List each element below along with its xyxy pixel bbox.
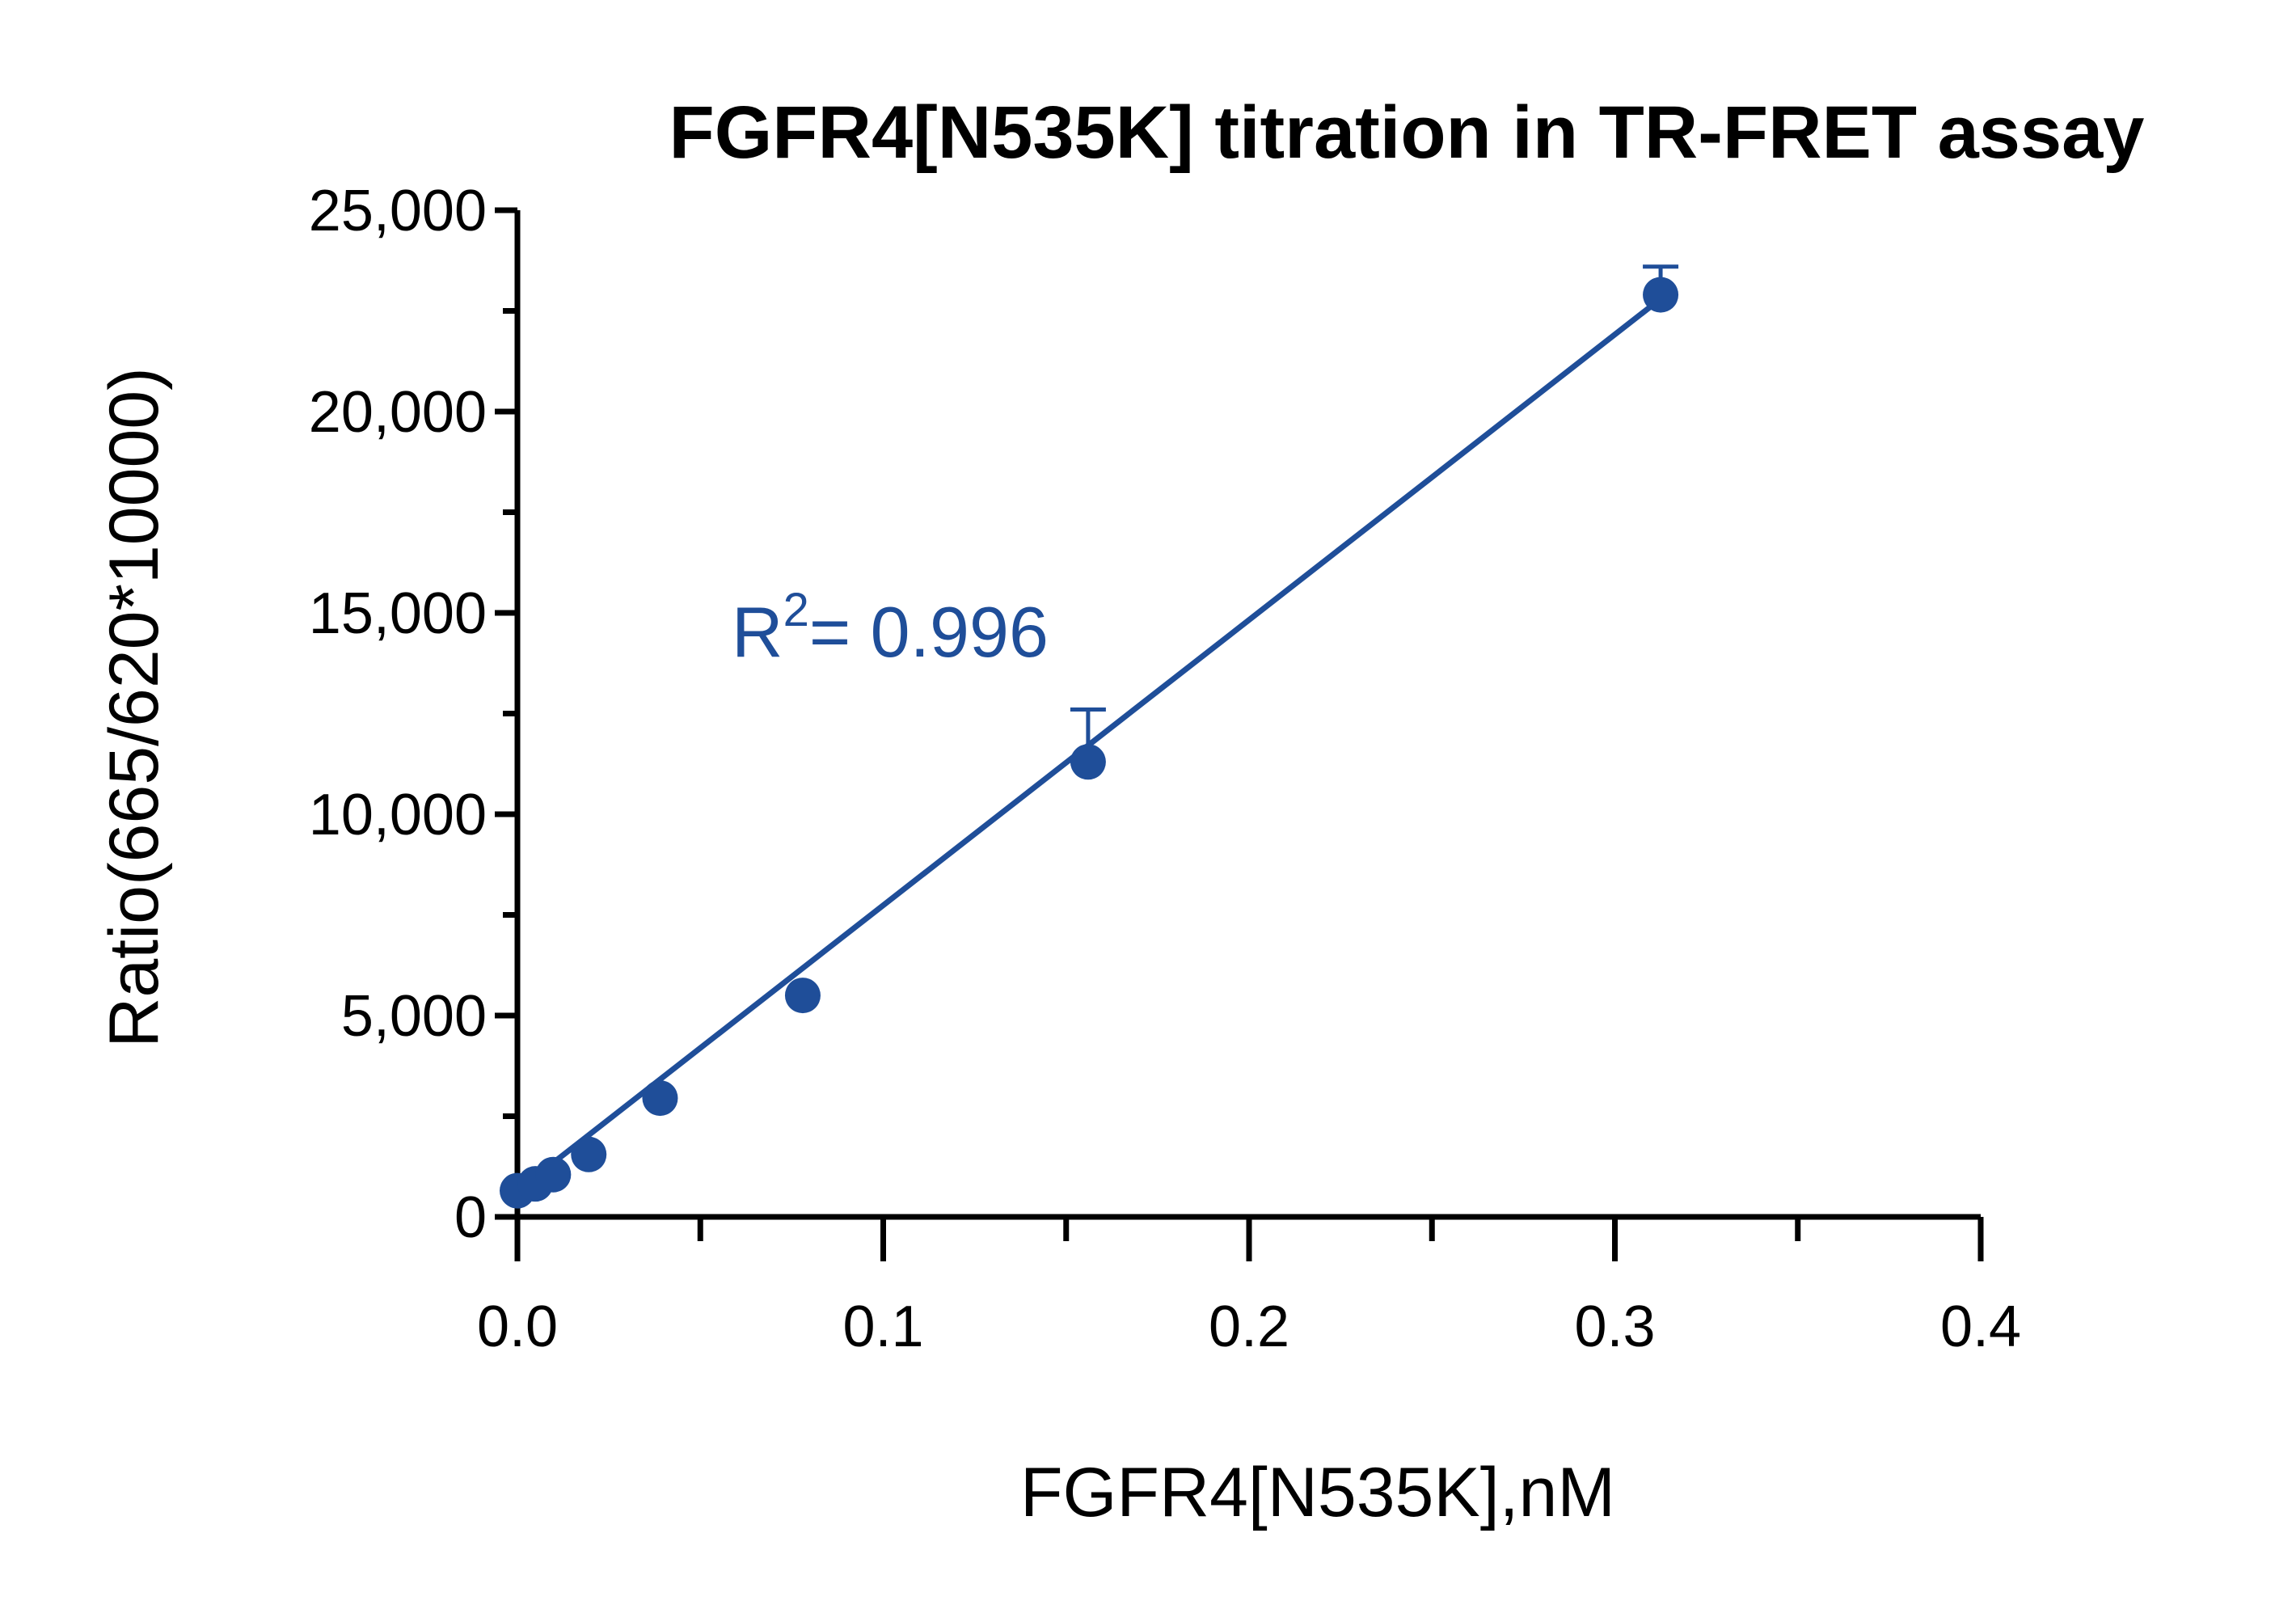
data-points-group — [500, 264, 1679, 1209]
y-axis-label: Ratio(665/620*10000) — [95, 367, 173, 1048]
r-squared-annotation: R2= 0.996 — [732, 584, 1049, 672]
r-squared-superscript: 2 — [783, 584, 809, 636]
data-point — [784, 978, 821, 1014]
y-tick-label: 15,000 — [309, 581, 487, 646]
y-tick-label: 0 — [454, 1185, 487, 1250]
y-tick-label: 5,000 — [341, 984, 487, 1049]
axes: 0 5,000 10,000 15,000 20,000 25,000 0.0 0.1 0.2 0… — [309, 179, 2021, 1359]
data-point — [642, 1080, 678, 1117]
data-point — [1643, 277, 1679, 313]
data-point — [535, 1156, 572, 1193]
data-point — [1070, 744, 1106, 780]
r-squared-value: = 0.996 — [809, 592, 1049, 672]
y-tick-label: 25,000 — [309, 179, 487, 243]
x-axis-label: FGFR4[N535K],nM — [1020, 1454, 1615, 1531]
x-tick-label: 0.1 — [842, 1295, 923, 1359]
x-tick-label: 0.4 — [1940, 1295, 2021, 1359]
x-tick-label: 0.2 — [1209, 1295, 1289, 1359]
data-point — [571, 1136, 607, 1172]
chart-title: FGFR4[N535K] titration in TR-FRET assay — [669, 91, 2145, 174]
x-tick-label: 0.0 — [477, 1295, 558, 1359]
x-tick-label: 0.3 — [1574, 1295, 1655, 1359]
y-tick-label: 20,000 — [309, 380, 487, 445]
y-tick-label: 10,000 — [309, 783, 487, 847]
r-squared-base: R — [732, 592, 783, 672]
